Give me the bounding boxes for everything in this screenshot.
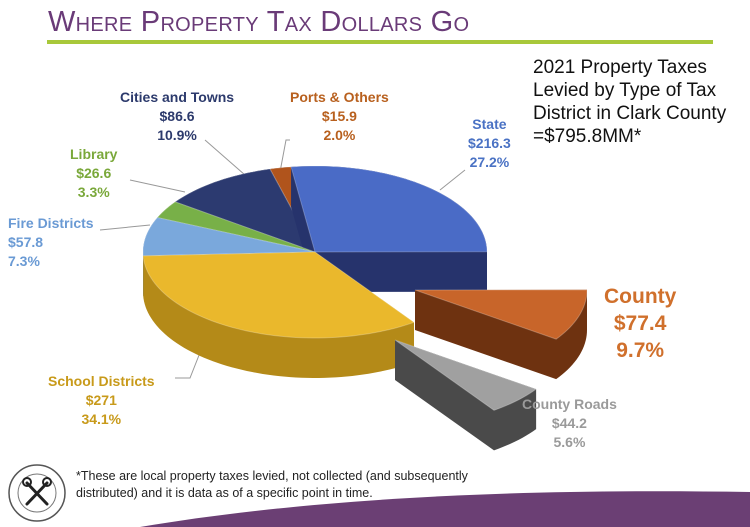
slice-fire-districts xyxy=(142,217,316,257)
label-name: County Roads xyxy=(522,396,617,412)
label-name: Fire Districts xyxy=(8,215,94,231)
label-county-roads: County Roads $44.2 5.6% xyxy=(522,395,617,452)
label-percent: 3.3% xyxy=(77,184,110,200)
page-title: Where Property Tax Dollars Go xyxy=(48,6,470,38)
label-value: $271 xyxy=(85,392,117,408)
label-name: County xyxy=(604,285,677,308)
chart-subtitle: 2021 Property Taxes Levied by Type of Ta… xyxy=(533,57,727,147)
label-cities-and-towns: Cities and Towns $86.6 10.9% xyxy=(120,88,234,145)
treasurer-seal-logo xyxy=(8,464,66,522)
leader-line-library xyxy=(129,179,186,193)
label-county: County $77.4 9.7% xyxy=(604,283,676,364)
label-name: Ports & Others xyxy=(290,89,389,105)
label-fire-districts: Fire Districts $57.8 7.3% xyxy=(8,214,94,271)
label-name: State xyxy=(472,116,507,132)
slice-county-roads xyxy=(394,339,538,411)
label-value: $44.2 xyxy=(551,415,587,431)
slice-state xyxy=(290,165,488,253)
leader-lines xyxy=(99,139,466,379)
leader-line-ports xyxy=(279,139,290,173)
label-percent: 2.0% xyxy=(323,127,356,143)
label-name: Library xyxy=(70,146,118,162)
label-ports-others: Ports & Others $15.9 2.0% xyxy=(290,88,389,145)
label-percent: 5.6% xyxy=(553,434,586,450)
label-state: State $216.3 27.2% xyxy=(468,115,511,172)
label-value: $57.8 xyxy=(8,234,44,250)
slice-library xyxy=(156,201,316,253)
label-percent: 27.2% xyxy=(469,154,510,170)
leader-line-cities xyxy=(204,139,246,176)
slice-county xyxy=(414,289,588,340)
leader-line-state xyxy=(439,169,466,191)
leader-line-fire xyxy=(99,224,151,231)
slice-cities-and-towns xyxy=(174,168,317,253)
slice-side-county-roads xyxy=(395,340,537,451)
label-value: $15.9 xyxy=(321,108,357,124)
slice-school-districts xyxy=(142,251,416,339)
label-value: $86.6 xyxy=(159,108,195,124)
label-value: $216.3 xyxy=(468,135,511,151)
title-divider xyxy=(47,40,713,44)
label-school-districts: School Districts $271 34.1% xyxy=(48,372,155,429)
label-percent: 9.7% xyxy=(616,339,665,362)
label-value: $77.4 xyxy=(613,312,667,335)
label-percent: 10.9% xyxy=(157,127,197,143)
label-name: School Districts xyxy=(48,373,155,389)
bottom-wave xyxy=(140,491,750,527)
label-percent: 34.1% xyxy=(81,411,122,427)
label-name: Cities and Towns xyxy=(120,89,235,105)
label-library: Library $26.6 3.3% xyxy=(70,145,117,202)
label-value: $26.6 xyxy=(76,165,112,181)
label-percent: 7.3% xyxy=(8,253,40,269)
footnote: *These are local property taxes levied, … xyxy=(76,469,468,500)
